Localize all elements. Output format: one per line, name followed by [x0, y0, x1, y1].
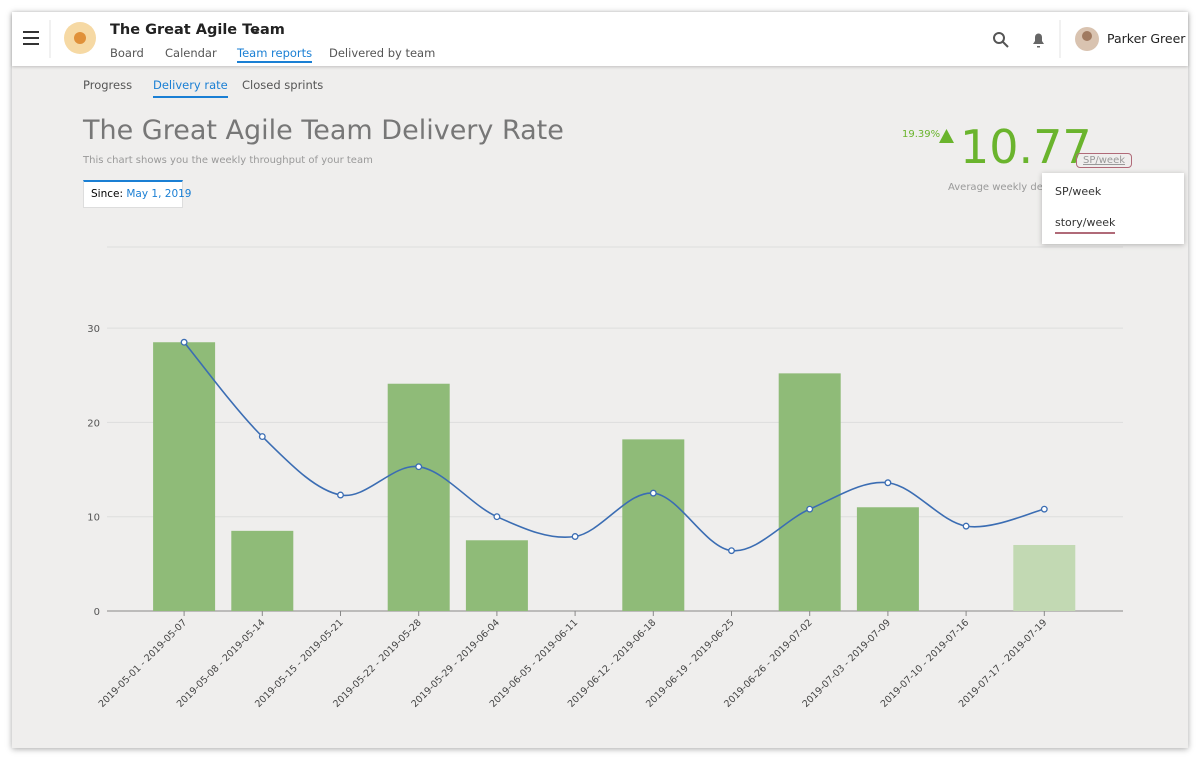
sub-tab[interactable]: Closed sprints — [242, 78, 324, 92]
sub-tab[interactable]: Progress — [83, 78, 133, 92]
y-tick-label: 30 — [87, 324, 100, 335]
unit-toggle[interactable]: SP/week — [1076, 153, 1133, 168]
unit-dropdown: SP/week story/week — [1042, 173, 1184, 244]
x-tick-label: 2019-05-01 - 2019-05-07 — [97, 617, 190, 710]
since-label: Since: — [91, 188, 124, 200]
user-name[interactable]: Parker Greer — [1107, 31, 1186, 46]
x-tick-label: 2019-06-12 - 2019-06-18 — [566, 617, 659, 710]
x-tick-label: 2019-05-29 - 2019-06-04 — [409, 617, 502, 710]
dropdown-item[interactable]: story/week — [1055, 216, 1116, 234]
x-tick-label: 2019-06-19 - 2019-06-25 — [644, 617, 737, 710]
y-tick-label: 10 — [87, 513, 100, 524]
nav-tab[interactable]: Calendar — [165, 46, 217, 60]
trend-point — [337, 491, 344, 499]
y-tick-label: 0 — [94, 607, 100, 618]
trend-point — [1040, 505, 1048, 513]
x-tick-label: 2019-06-26 - 2019-07-02 — [722, 617, 815, 710]
x-tick-label: 2019-05-15 - 2019-05-21 — [253, 617, 346, 710]
y-tick-label: 20 — [87, 418, 100, 429]
menu-icon[interactable] — [23, 31, 39, 45]
bar — [856, 507, 919, 611]
team-name[interactable]: The Great Agile Team — [110, 22, 285, 38]
trend-point — [415, 463, 423, 471]
team-chevron[interactable] — [250, 28, 260, 35]
trend-point — [571, 533, 579, 540]
stat-value: 10.77 — [960, 120, 1092, 174]
bar — [622, 439, 685, 611]
x-tick-label: 2019-06-05 - 2019-06-11 — [488, 617, 581, 710]
nav-tab[interactable]: Delivered by team — [329, 46, 436, 60]
trend-point — [884, 479, 892, 487]
top-bar — [12, 12, 1188, 66]
x-tick-label: 2019-05-22 - 2019-05-28 — [331, 617, 424, 710]
x-tick-label: 2019-07-17 - 2019-07-19 — [957, 617, 1050, 710]
x-tick-label: 2019-07-03 - 2019-07-09 — [800, 617, 893, 710]
dropdown-item[interactable]: SP/week — [1055, 185, 1102, 198]
trend-point — [493, 513, 501, 521]
bell-icon[interactable] — [1033, 33, 1044, 48]
up-arrow — [939, 129, 954, 143]
nav-tab[interactable]: Board — [110, 46, 144, 60]
trend-point — [649, 489, 657, 497]
bar — [231, 530, 294, 611]
sub-tab[interactable]: Delivery rate — [153, 78, 228, 98]
team-logo-mark — [74, 32, 86, 44]
x-tick-label: 2019-07-10 - 2019-07-16 — [879, 617, 972, 710]
bar — [387, 383, 450, 611]
since-filter[interactable]: Since: May 1, 2019 — [83, 180, 191, 208]
change-percent: 19.39% — [902, 129, 941, 140]
stat-caption: Average weekly delivery — [948, 182, 1071, 193]
search-icon[interactable] — [993, 32, 1009, 48]
bar — [153, 342, 216, 611]
trend-point — [728, 547, 735, 555]
trend-point — [258, 433, 266, 440]
bar — [778, 373, 841, 611]
trend-point — [806, 505, 814, 513]
x-tick-label: 2019-05-08 - 2019-05-14 — [175, 617, 268, 710]
report-subtitle: This chart shows you the weekly throughp… — [83, 155, 373, 166]
nav-tab[interactable]: Team reports — [237, 46, 313, 63]
trend-point — [962, 522, 970, 530]
report-title: The Great Agile Team Delivery Rate — [83, 115, 564, 146]
bar — [465, 540, 528, 611]
trend-point — [180, 338, 188, 346]
since-value: May 1, 2019 — [126, 188, 192, 200]
bar — [1013, 544, 1076, 611]
avatar-face — [1082, 31, 1092, 41]
